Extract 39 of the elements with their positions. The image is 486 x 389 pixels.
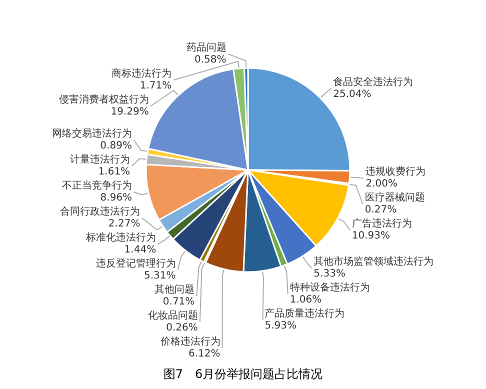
slice-label: 其他市场监管领域违法行为 (314, 256, 434, 268)
slice-label: 合同行政违法行为 (60, 206, 140, 218)
slice-label: 产品质量违法行为 (264, 308, 345, 320)
data-label: 5.33% (314, 268, 346, 280)
slice-label: 其他问题 (154, 284, 195, 296)
slice-label: 特种设备违法行为 (290, 282, 370, 294)
slice-label: 广告违法行为 (352, 218, 412, 230)
slice-label: 价格违法行为 (159, 336, 220, 348)
data-label: 2.00% (366, 178, 398, 190)
slice-label: 计量违法行为 (70, 154, 130, 166)
data-label: 5.31% (144, 270, 176, 282)
data-label: 1.71% (140, 80, 172, 92)
data-label: 0.89% (100, 140, 132, 152)
data-label: 0.27% (364, 204, 397, 216)
data-label: 6.12% (188, 348, 220, 360)
data-label: 5.93% (264, 320, 297, 332)
data-label: 0.71% (162, 296, 195, 308)
data-label: 1.44% (124, 244, 156, 256)
slice-label: 侵害消费者权益行为 (58, 94, 149, 106)
slice-label: 违反登记管理行为 (96, 258, 176, 270)
slice-label: 化妆品问题 (148, 310, 198, 322)
data-label: 19.29% (110, 106, 149, 118)
slice-label: 不正当竞争行为 (62, 180, 132, 192)
data-label: 8.96% (100, 192, 132, 204)
data-label: 1.06% (290, 294, 322, 306)
data-label: 10.93% (352, 230, 390, 242)
slice-label: 标准化违法行为 (85, 232, 156, 244)
slice-label: 商标违法行为 (112, 68, 172, 80)
data-label: 1.61% (98, 166, 130, 178)
slice-label: 药品问题 (186, 42, 226, 54)
data-label: 0.58% (194, 54, 226, 66)
data-label: 2.27% (108, 218, 140, 230)
slice-label: 违规收费行为 (366, 166, 426, 178)
slice-label: 食品安全违法行为 (333, 76, 414, 88)
text: 图7 6月份举报问题占比情况 (163, 367, 323, 381)
slice-label: 网络交易违法行为 (52, 128, 132, 140)
data-label: 0.26% (166, 322, 198, 334)
data-label: 25.04% (333, 88, 372, 100)
slice-label: 医疗器械问题 (364, 192, 425, 204)
